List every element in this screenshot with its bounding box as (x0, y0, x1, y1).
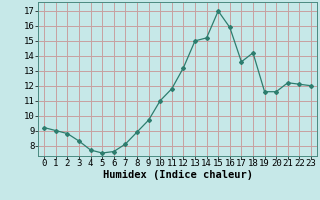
X-axis label: Humidex (Indice chaleur): Humidex (Indice chaleur) (103, 170, 252, 180)
